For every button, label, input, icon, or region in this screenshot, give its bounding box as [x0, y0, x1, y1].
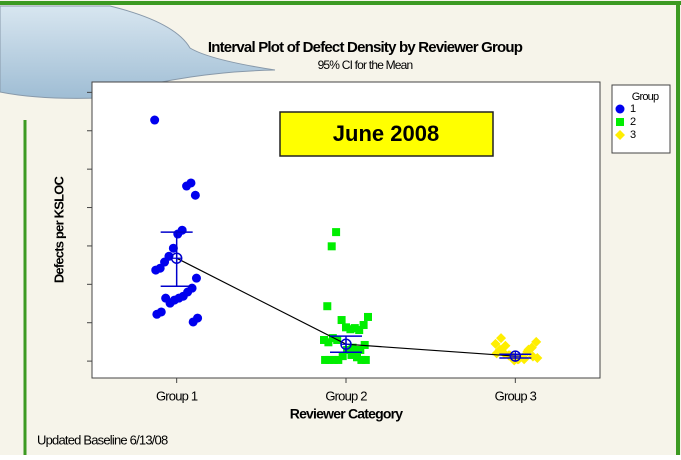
legend-label: 3 — [630, 129, 636, 141]
data-point — [348, 343, 357, 352]
data-point — [343, 345, 352, 354]
data-point — [361, 355, 370, 364]
x-tick-label: Group 2 — [325, 388, 367, 403]
data-point — [182, 181, 192, 191]
data-point — [190, 190, 200, 200]
data-point — [332, 228, 341, 237]
data-point — [321, 355, 330, 364]
data-point — [325, 355, 334, 364]
mean-cross — [510, 351, 521, 362]
data-point — [357, 355, 366, 364]
x-tick-label: Group 3 — [495, 388, 537, 403]
legend-marker — [615, 104, 625, 114]
data-point — [519, 354, 530, 365]
chart-title: Interval Plot of Defect Density by Revie… — [208, 39, 523, 56]
mean-cross — [341, 339, 351, 350]
data-point — [523, 344, 534, 355]
data-point — [324, 338, 333, 347]
data-point — [327, 242, 336, 251]
data-point — [500, 340, 511, 351]
data-point — [359, 321, 368, 330]
legend-box — [611, 84, 671, 154]
data-point — [346, 325, 355, 334]
x-tick-label: Group 1 — [156, 388, 198, 403]
data-point — [364, 312, 372, 321]
data-point — [191, 273, 201, 283]
data-point — [161, 293, 171, 303]
data-point — [320, 335, 328, 344]
mean-cross — [171, 253, 182, 264]
data-point — [491, 348, 502, 359]
chart-subtitle: 95% CI for the Mean — [318, 58, 413, 72]
data-point — [173, 229, 183, 239]
data-point — [150, 115, 160, 125]
data-point — [323, 302, 332, 311]
data-point — [334, 355, 343, 364]
data-point — [168, 243, 178, 253]
legend-label: 1 — [630, 103, 636, 115]
data-point — [496, 333, 507, 344]
callout — [0, 5, 276, 99]
legend-marker — [615, 130, 625, 140]
annotation: June 2008 — [333, 121, 439, 146]
data-point — [353, 353, 361, 362]
y-axis-label: Defects per KSLOC — [51, 175, 66, 283]
data-point — [188, 317, 198, 327]
data-point — [350, 324, 359, 333]
data-point — [338, 352, 347, 361]
x-axis-label: Reviewer Category — [290, 406, 403, 422]
legend-title: Group — [632, 91, 659, 103]
data-point — [356, 345, 365, 354]
legend-marker — [616, 118, 624, 126]
annotation-box — [279, 111, 494, 157]
data-point — [337, 316, 346, 325]
legend-label: 2 — [630, 116, 636, 128]
data-point — [347, 350, 356, 359]
data-point — [151, 265, 161, 275]
data-point — [329, 355, 338, 364]
data-point — [342, 323, 350, 332]
data-point — [490, 338, 501, 349]
data-point — [355, 326, 364, 335]
data-point — [531, 336, 542, 347]
footer: Updated Baseline 6/13/08 — [37, 432, 168, 447]
data-point — [152, 309, 162, 319]
